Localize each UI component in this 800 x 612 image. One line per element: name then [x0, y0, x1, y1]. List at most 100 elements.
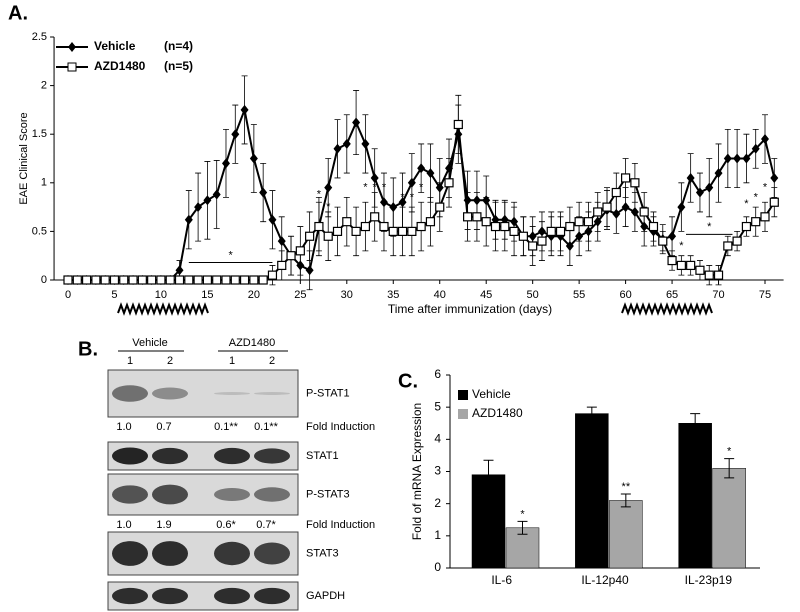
marker	[630, 178, 640, 188]
y-tick-label: 5	[434, 399, 441, 413]
marker	[147, 275, 157, 285]
marker	[705, 182, 714, 193]
marker	[677, 202, 686, 213]
marker	[202, 275, 212, 285]
marker	[713, 270, 724, 280]
marker	[453, 119, 463, 130]
blot-panel	[107, 369, 299, 418]
marker	[323, 231, 333, 241]
x-tick-label: 40	[434, 289, 446, 301]
y-tick-label: 2.5	[32, 31, 47, 43]
band	[152, 541, 188, 566]
marker	[472, 212, 482, 222]
marker	[760, 212, 770, 222]
marker	[630, 206, 639, 217]
x-axis-label: Time after immunization (days)	[388, 302, 552, 316]
legend-n: (n=4)	[164, 39, 193, 53]
band	[152, 387, 188, 400]
marker	[314, 221, 324, 232]
significance-label: *	[707, 221, 712, 233]
band	[254, 448, 290, 464]
marker	[537, 236, 547, 246]
marker	[342, 217, 352, 227]
band	[254, 487, 290, 502]
marker	[277, 260, 287, 271]
marker	[704, 270, 714, 280]
bar	[471, 474, 506, 569]
marker	[360, 221, 370, 232]
marker	[417, 163, 426, 174]
marker	[612, 208, 621, 219]
band	[254, 587, 290, 605]
marker	[407, 226, 417, 236]
y-tick-label: 0	[41, 274, 47, 286]
x-tick-label: 70	[712, 289, 724, 301]
marker	[546, 226, 556, 236]
marker	[398, 197, 407, 208]
marker	[295, 246, 305, 256]
legend-label: AZD1480	[94, 59, 146, 73]
marker	[212, 189, 221, 200]
marker	[741, 221, 752, 232]
band	[214, 392, 250, 395]
marker	[416, 221, 426, 232]
marker	[174, 275, 185, 285]
error-bar	[724, 458, 735, 479]
marker	[370, 212, 380, 222]
annotation: *	[317, 188, 322, 200]
series	[63, 94, 779, 286]
lane-label: 1	[127, 355, 133, 367]
marker	[258, 275, 268, 285]
x-tick-label: IL-12p40	[581, 573, 629, 587]
y-tick-label: 0	[434, 560, 441, 574]
row-label: STAT3	[306, 547, 339, 559]
row-label: STAT1	[306, 450, 339, 462]
x-tick-label: IL-23p19	[685, 573, 733, 587]
marker	[518, 231, 528, 241]
marker	[714, 168, 723, 179]
marker	[751, 217, 761, 227]
marker	[751, 143, 760, 154]
fold-value: 0.7*	[256, 519, 276, 531]
legend-label: Vehicle	[94, 39, 136, 53]
marker	[277, 236, 286, 247]
legend-label: Vehicle	[472, 387, 511, 401]
significance-label: *	[520, 508, 525, 520]
band	[112, 541, 148, 566]
y-tick-label: 1.5	[32, 128, 47, 140]
annotation: *	[763, 182, 768, 194]
marker	[490, 221, 501, 232]
marker	[593, 207, 603, 217]
x-tick-label: 35	[387, 289, 399, 301]
marker	[695, 187, 704, 198]
marker	[351, 226, 361, 236]
marker	[119, 275, 129, 285]
marker	[249, 153, 258, 164]
marker	[286, 251, 296, 261]
fold-label: Fold Induction	[306, 519, 375, 531]
marker	[212, 275, 222, 285]
lane-label: 2	[167, 355, 173, 367]
blot-panel	[107, 441, 299, 471]
error-bar	[620, 493, 631, 508]
marker	[528, 241, 538, 251]
y-tick-label: 6	[434, 367, 441, 381]
blot-panel	[107, 473, 299, 516]
legend-label: AZD1480	[472, 406, 523, 420]
marker	[742, 153, 751, 164]
error-bar	[690, 413, 701, 434]
x-tick-label: 15	[201, 289, 213, 301]
marker	[509, 226, 519, 236]
x-tick-label: 45	[480, 289, 492, 301]
marker	[463, 212, 473, 222]
marker	[761, 134, 769, 145]
marker	[668, 231, 677, 242]
marker	[267, 270, 278, 280]
annotation: *	[754, 191, 759, 203]
marker	[239, 275, 250, 285]
marker	[259, 187, 268, 198]
marker	[574, 217, 584, 227]
legend-marker	[68, 42, 76, 52]
x-tick-label: 0	[65, 289, 71, 301]
marker	[230, 275, 240, 285]
